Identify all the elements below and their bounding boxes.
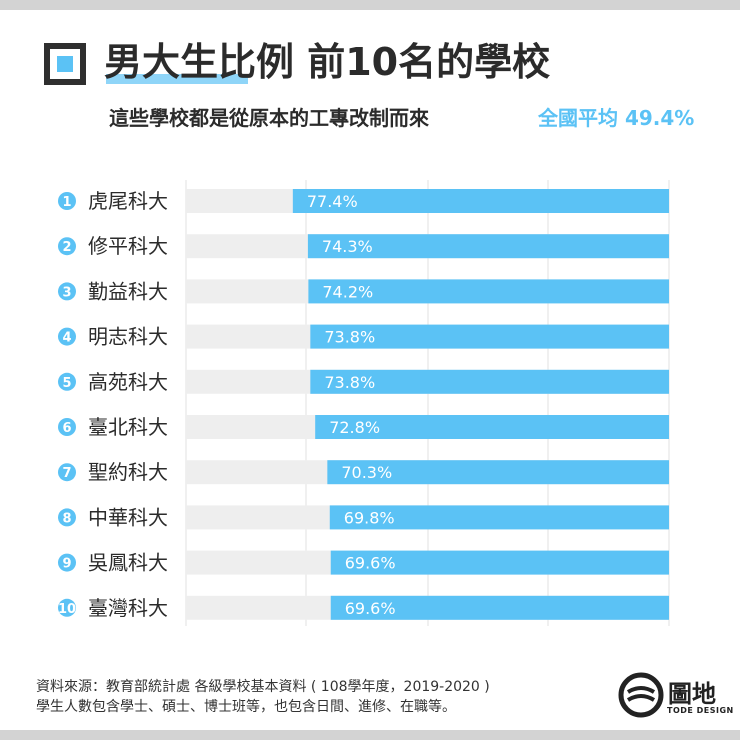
rank-number: 2 — [62, 240, 71, 255]
source-line-2: 學生人數包含學士、碩士、博士班等，也包含日間、進修、在職等。 — [36, 699, 456, 715]
rank-badge — [58, 192, 76, 210]
bar — [310, 369, 669, 394]
rank-number: 1 — [62, 195, 71, 210]
rank-badge — [58, 327, 76, 346]
rank-badge — [58, 418, 76, 436]
globe-logo-icon — [618, 672, 664, 718]
rank-number: 5 — [62, 376, 71, 391]
rank-number: 9 — [62, 557, 71, 572]
data-label: 73.8% — [324, 373, 375, 392]
category-label: 高苑科大 — [88, 370, 168, 394]
bar — [330, 550, 669, 575]
rank-number: 7 — [62, 466, 71, 481]
bar — [308, 279, 669, 304]
data-label: 74.2% — [322, 282, 373, 301]
bar — [310, 324, 669, 349]
rank-number: 6 — [62, 421, 71, 436]
logo-name: 圖地 — [668, 680, 716, 708]
page-subtitle: 這些學校都是從原本的工專改制而來 — [109, 106, 429, 130]
rank-number: 3 — [62, 285, 71, 300]
data-label: 77.4% — [307, 192, 358, 211]
data-label: 70.3% — [341, 463, 392, 482]
rank-badge — [58, 372, 76, 391]
category-label: 臺北科大 — [88, 415, 168, 439]
bar — [292, 189, 669, 213]
rank-badge — [58, 463, 76, 482]
category-label: 聖約科大 — [88, 460, 168, 484]
rank-badge — [58, 553, 76, 572]
data-label: 69.8% — [344, 508, 395, 527]
page-title: 男大生比例 前10名的學校 — [104, 40, 551, 84]
category-label: 明志科大 — [88, 325, 168, 349]
data-label: 73.8% — [324, 328, 375, 347]
bar — [307, 234, 669, 259]
logo-subtitle: TODE DESIGN — [667, 706, 734, 715]
source-line-1: 資料來源：教育部統計處 各級學校基本資料 ( 108學年度，2019-2020 … — [36, 679, 490, 695]
top-border — [0, 0, 740, 10]
rank-number: 8 — [62, 511, 71, 526]
category-label: 臺灣科大 — [88, 596, 168, 620]
category-label: 修平科大 — [88, 234, 168, 258]
source-note: 資料來源：教育部統計處 各級學校基本資料 ( 108學年度，2019-2020 … — [36, 677, 490, 717]
bar — [315, 415, 669, 439]
data-label: 69.6% — [345, 554, 396, 573]
rank-number: 10 — [58, 602, 76, 617]
bar — [327, 460, 669, 485]
category-label: 中華科大 — [88, 505, 168, 529]
data-label: 72.8% — [329, 418, 380, 437]
category-label: 虎尾科大 — [88, 189, 168, 213]
bottom-border — [0, 730, 740, 740]
bar — [329, 505, 669, 530]
rank-number: 4 — [62, 331, 71, 346]
bar — [330, 595, 669, 620]
rank-badge — [58, 508, 76, 527]
category-label: 吳鳳科大 — [88, 551, 168, 575]
data-label: 69.6% — [345, 599, 396, 618]
category-label: 勤益科大 — [88, 279, 168, 303]
rank-badge — [58, 598, 76, 617]
rank-badge — [58, 237, 76, 256]
rank-badge — [58, 282, 76, 301]
national-average: 全國平均 49.4% — [538, 106, 695, 130]
title-square-icon — [44, 43, 86, 85]
data-label: 74.3% — [322, 237, 373, 256]
